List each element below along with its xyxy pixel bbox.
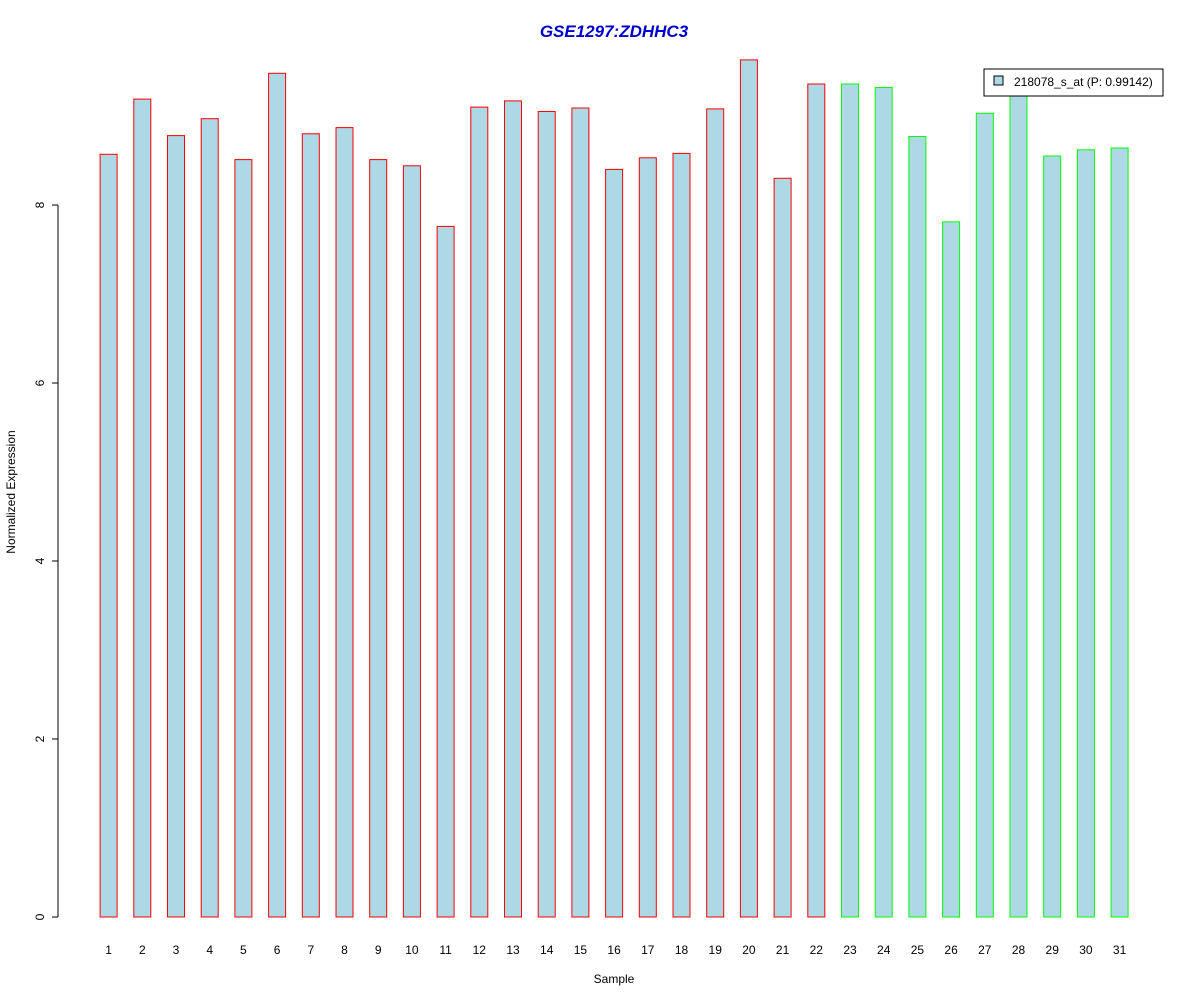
bars-group	[99, 59, 1129, 918]
x-tick-label: 23	[843, 943, 857, 957]
x-tick-label: 12	[473, 943, 487, 957]
bar-sample-31	[1110, 147, 1129, 918]
y-tick-label: 6	[33, 379, 47, 386]
bar-sample-27	[975, 112, 994, 918]
y-tick-label: 0	[33, 913, 47, 920]
bar-sample-18	[672, 152, 691, 918]
x-tick-label: 11	[439, 943, 452, 957]
bar-sample-3	[167, 135, 185, 918]
bar-sample-9	[369, 159, 388, 918]
bar-sample-30	[1076, 149, 1095, 918]
legend-label: 218078_s_at (P: 0.99142)	[1014, 75, 1153, 89]
x-tick-label: 10	[405, 943, 419, 957]
bar-sample-22	[807, 83, 826, 918]
bar-sample-11	[436, 225, 455, 918]
legend: 218078_s_at (P: 0.99142)	[983, 68, 1164, 97]
x-tick-label: 17	[641, 943, 655, 957]
bar-sample-20	[739, 59, 758, 918]
bar-sample-8	[335, 127, 354, 918]
x-tick-label: 20	[742, 943, 756, 957]
bar-sample-13	[504, 100, 522, 918]
bar-sample-25	[908, 136, 927, 918]
bar-sample-5	[234, 159, 253, 918]
bar-sample-28	[1009, 92, 1028, 918]
x-axis-label: Sample	[594, 972, 635, 986]
bar-sample-23	[841, 83, 859, 918]
bar-sample-12	[470, 106, 489, 918]
bar-sample-24	[874, 87, 893, 918]
legend-box	[983, 68, 1164, 97]
bar-sample-2	[133, 98, 152, 918]
x-tick-label: 25	[911, 943, 925, 957]
bar-sample-4	[200, 118, 219, 918]
x-tick-label: 26	[944, 943, 958, 957]
y-tick-label: 8	[33, 201, 47, 208]
x-tick-label: 1	[105, 943, 112, 957]
x-tick-label: 4	[206, 943, 213, 957]
x-tick-label: 15	[574, 943, 588, 957]
x-tick-label: 14	[540, 943, 554, 957]
x-tick-labels: 1 2 3 4 5 6 7 8 9 10 11 12 13 14 15 16 17 18 19 20 21 22 23 24 2…	[105, 943, 1126, 957]
x-tick-label: 7	[307, 943, 314, 957]
x-tick-label: 6	[274, 943, 281, 957]
x-tick-label: 28	[1012, 943, 1026, 957]
bar-sample-17	[638, 157, 657, 918]
bar-sample-15	[571, 107, 590, 918]
x-tick-label: 24	[877, 943, 891, 957]
bar-sample-19	[706, 108, 725, 918]
bar-sample-10	[402, 165, 421, 918]
bar-sample-7	[301, 133, 320, 918]
chart-title: GSE1297:ZDHHC3	[540, 22, 689, 41]
x-tick-label: 30	[1079, 943, 1093, 957]
bar-sample-16	[605, 168, 624, 918]
x-tick-label: 5	[240, 943, 247, 957]
x-tick-label: 29	[1046, 943, 1060, 957]
bar-sample-21	[773, 177, 792, 918]
x-tick-label: 13	[506, 943, 520, 957]
y-axis: 0 2 4 6 8	[33, 201, 59, 920]
x-tick-label: 22	[810, 943, 824, 957]
bar-sample-26	[942, 221, 961, 918]
x-tick-label: 18	[675, 943, 689, 957]
y-tick-label: 2	[33, 735, 47, 742]
y-axis-label: Normalized Expression	[4, 430, 18, 553]
legend-swatch	[993, 75, 1004, 86]
x-tick-label: 21	[776, 943, 790, 957]
x-tick-label: 16	[607, 943, 621, 957]
bar-sample-29	[1043, 155, 1062, 918]
bar-sample-6	[268, 72, 287, 918]
bar-sample-14	[537, 111, 556, 918]
x-tick-label: 19	[709, 943, 723, 957]
x-tick-label: 3	[173, 943, 180, 957]
x-tick-label: 27	[978, 943, 992, 957]
bar-sample-1	[99, 153, 118, 918]
y-tick-label: 4	[33, 557, 47, 564]
x-tick-label: 2	[139, 943, 146, 957]
x-tick-label: 31	[1113, 943, 1127, 957]
x-tick-label: 8	[341, 943, 348, 957]
x-tick-label: 9	[375, 943, 382, 957]
